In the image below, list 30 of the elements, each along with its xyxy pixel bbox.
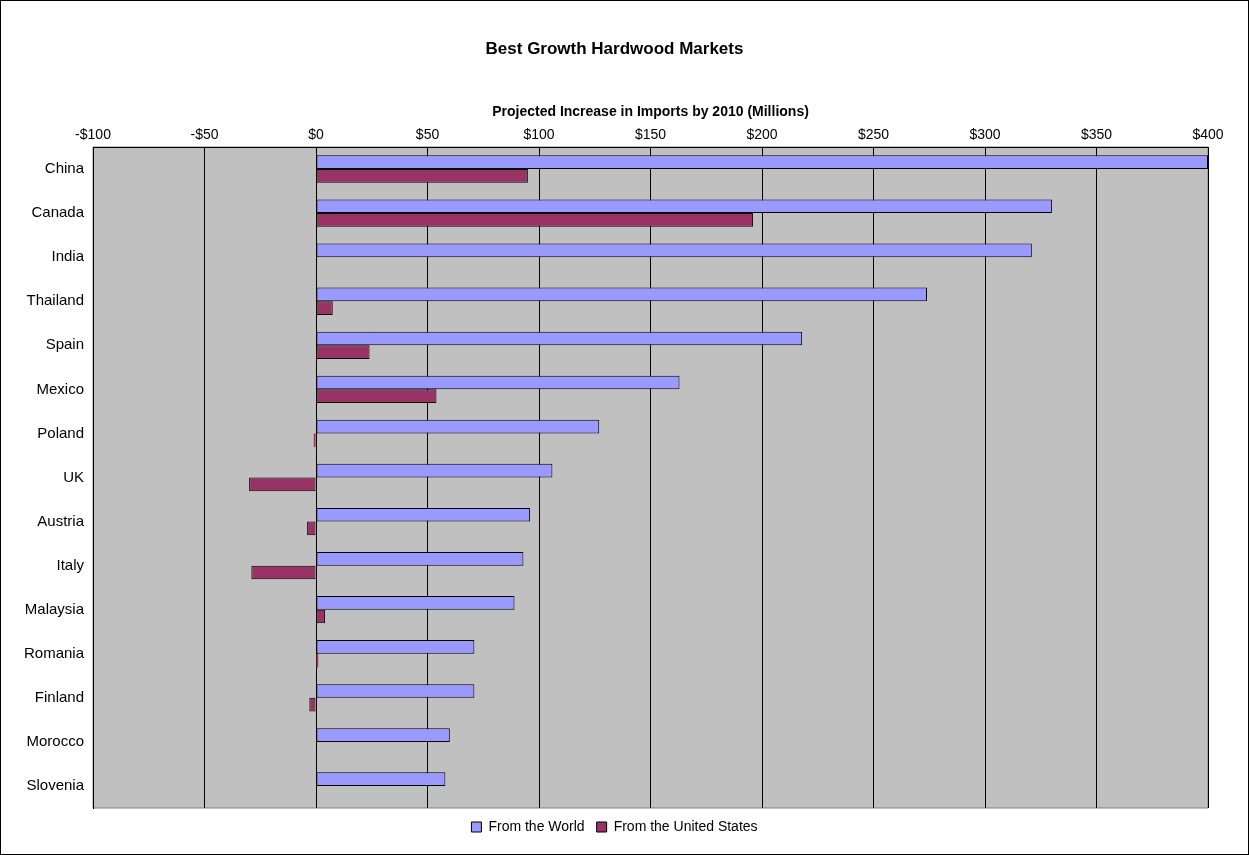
x-tick-label: $300 (969, 126, 1001, 143)
y-tick-label: Thailand (26, 291, 85, 309)
y-tick-label: Austria (37, 511, 85, 529)
x-tick-label: $150 (634, 126, 667, 143)
legend-label: From the United States (613, 817, 758, 834)
x-tick-label: -$100 (75, 126, 112, 143)
y-tick-label: China (44, 159, 85, 177)
x-tick-label: $200 (746, 126, 778, 143)
x-tick-label: -$50 (190, 126, 219, 143)
y-tick-label: Malaysia (24, 599, 85, 617)
y-tick-label: Romania (24, 643, 85, 661)
y-tick-label: Spain (45, 335, 85, 353)
y-tick-label: Morocco (26, 732, 85, 750)
chart-title: Best Growth Hardwood Markets (485, 38, 744, 58)
y-tick-label: India (51, 247, 85, 265)
x-tick-label: $350 (1080, 126, 1113, 143)
x-tick-label: $50 (415, 126, 440, 143)
x-tick-label: $0 (308, 126, 325, 143)
y-tick-label: Italy (56, 555, 85, 573)
y-tick-label: Poland (37, 423, 85, 441)
x-axis-title: Projected Increase in Imports by 2010 (Millions) (492, 102, 809, 119)
legend-label: From the World (488, 817, 585, 834)
y-tick-label: Mexico (36, 379, 85, 397)
y-tick-label: Slovenia (26, 776, 85, 794)
y-tick-label: Finland (34, 687, 85, 705)
x-tick-label: $100 (523, 126, 555, 143)
y-tick-label: Canada (31, 203, 85, 221)
x-tick-label: $250 (857, 126, 890, 143)
x-tick-label: $400 (1192, 126, 1224, 143)
y-tick-label: UK (63, 467, 85, 485)
